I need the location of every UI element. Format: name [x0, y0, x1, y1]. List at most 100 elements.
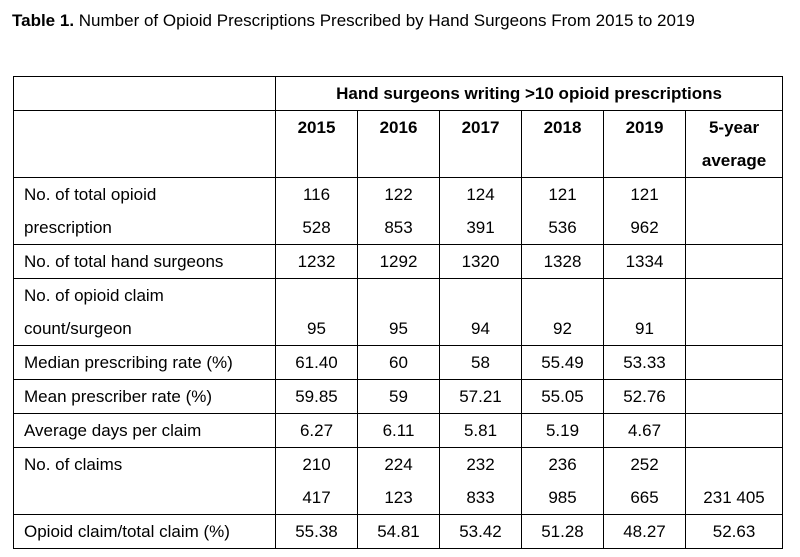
table-cell: 116 528 [275, 177, 358, 245]
table-row-claims: No. of claims 210 417 224 123 232 833 236 98… [13, 447, 784, 515]
cell-line1: 232 [466, 455, 495, 474]
table-cell: 94 [439, 278, 522, 346]
year-header-2016: 2016 [357, 110, 440, 178]
table-cell: 53.33 [603, 345, 686, 380]
row-label-line2: prescription [24, 218, 112, 237]
table-row-median-rate: Median prescribing rate (%) 61.40 60 58 … [13, 345, 784, 380]
year-header-2017: 2017 [439, 110, 522, 178]
cell-line2: 391 [466, 218, 495, 237]
cell-line1: 122 [384, 185, 413, 204]
caption-label: Table 1. [12, 11, 75, 30]
table-cell: 51.28 [521, 514, 604, 549]
table-cell: 1328 [521, 244, 604, 279]
table-row-surgeons: No. of total hand surgeons 1232 1292 132… [13, 244, 784, 279]
cell-line1: 124 [466, 185, 495, 204]
table-cell: 55.05 [521, 379, 604, 414]
average-cell [684, 345, 784, 380]
table-cell: 210 417 [275, 447, 358, 515]
average-cell [684, 379, 784, 414]
table-cell: 6.11 [357, 413, 440, 448]
caption-title: Number of Opioid Prescriptions Prescribe… [78, 11, 695, 30]
cell-line1: 252 [630, 455, 659, 474]
cell-line2: 853 [384, 218, 413, 237]
average-header: 5-year average [684, 110, 784, 178]
year-header-2019: 2019 [603, 110, 686, 178]
row-label: Median prescribing rate (%) [13, 345, 276, 380]
table-cell: 59.85 [275, 379, 358, 414]
row-label: No. of claims [13, 447, 276, 515]
table-cell: 52.76 [603, 379, 686, 414]
table-cell: 92 [521, 278, 604, 346]
table-cell: 53.42 [439, 514, 522, 549]
table-cell: 59 [357, 379, 440, 414]
table-cell: 55.38 [275, 514, 358, 549]
average-cell: 231 405 [684, 447, 784, 515]
cell-line2: 833 [466, 488, 495, 507]
cell-line1: 121 [548, 185, 577, 204]
year-header-2015: 2015 [275, 110, 358, 178]
table-cell: 121 962 [603, 177, 686, 245]
table-cell: 1320 [439, 244, 522, 279]
row-label: No. of total opioid prescription [13, 177, 276, 245]
table-row-claim-ratio: Opioid claim/total claim (%) 55.38 54.81… [13, 514, 784, 549]
row-label: Average days per claim [13, 413, 276, 448]
table-row-claim-per-surgeon: No. of opioid claim count/surgeon 95 95 … [13, 278, 784, 346]
average-cell [684, 413, 784, 448]
cell-line2: 985 [548, 488, 577, 507]
table-caption: Table 1. Number of Opioid Prescriptions … [12, 4, 782, 38]
row-label: No. of total hand surgeons [13, 244, 276, 279]
year-header-row: 2015 2016 2017 2018 2019 5-year average [13, 110, 784, 178]
row-label-line1: No. of total opioid [24, 185, 157, 204]
table-cell: 54.81 [357, 514, 440, 549]
cell-line2: 962 [630, 218, 659, 237]
table-cell: 1232 [275, 244, 358, 279]
cell-line1: 121 [630, 185, 659, 204]
average-cell: 52.63 [684, 514, 784, 549]
cell-line1: 210 [302, 455, 331, 474]
table-cell: 121 536 [521, 177, 604, 245]
group-header: Hand surgeons writing >10 opioid prescri… [274, 76, 784, 111]
table-cell: 124 391 [439, 177, 522, 245]
cell-line1: 236 [548, 455, 577, 474]
cell-line2: 123 [384, 488, 413, 507]
cell-line2: 528 [302, 218, 331, 237]
table-cell: 48.27 [603, 514, 686, 549]
table-cell: 224 123 [357, 447, 440, 515]
table-cell: 95 [275, 278, 358, 346]
row-label: Opioid claim/total claim (%) [13, 514, 276, 549]
empty-row-header-cell [13, 110, 276, 178]
table-cell: 232 833 [439, 447, 522, 515]
table-cell: 1334 [603, 244, 686, 279]
empty-corner-cell [13, 76, 276, 111]
table-cell: 55.49 [521, 345, 604, 380]
table-row-days-per-claim: Average days per claim 6.27 6.11 5.81 5.… [13, 413, 784, 448]
table-cell: 95 [357, 278, 440, 346]
table-row-total-rx: No. of total opioid prescription 116 528 … [13, 177, 784, 245]
cell-line2: 665 [630, 488, 659, 507]
cell-line2: 536 [548, 218, 577, 237]
table-cell: 4.67 [603, 413, 686, 448]
table-cell: 5.81 [439, 413, 522, 448]
average-cell [684, 278, 784, 346]
cell-line2: 417 [302, 488, 331, 507]
cell-line1: 116 [302, 185, 331, 204]
cell-line1: 224 [384, 455, 413, 474]
group-header-row: Hand surgeons writing >10 opioid prescri… [13, 76, 784, 111]
table-cell: 122 853 [357, 177, 440, 245]
row-label-line2: count/surgeon [24, 319, 132, 338]
table-cell: 252 665 [603, 447, 686, 515]
table-cell: 61.40 [275, 345, 358, 380]
table-row-mean-rate: Mean prescriber rate (%) 59.85 59 57.21 … [13, 379, 784, 414]
table-cell: 60 [357, 345, 440, 380]
table-cell: 91 [603, 278, 686, 346]
opioid-table: Hand surgeons writing >10 opioid prescri… [13, 76, 784, 549]
table-cell: 236 985 [521, 447, 604, 515]
table-cell: 1292 [357, 244, 440, 279]
table-cell: 5.19 [521, 413, 604, 448]
average-cell [684, 244, 784, 279]
table-cell: 58 [439, 345, 522, 380]
average-cell [684, 177, 784, 245]
row-label: Mean prescriber rate (%) [13, 379, 276, 414]
table-cell: 57.21 [439, 379, 522, 414]
year-header-2018: 2018 [521, 110, 604, 178]
